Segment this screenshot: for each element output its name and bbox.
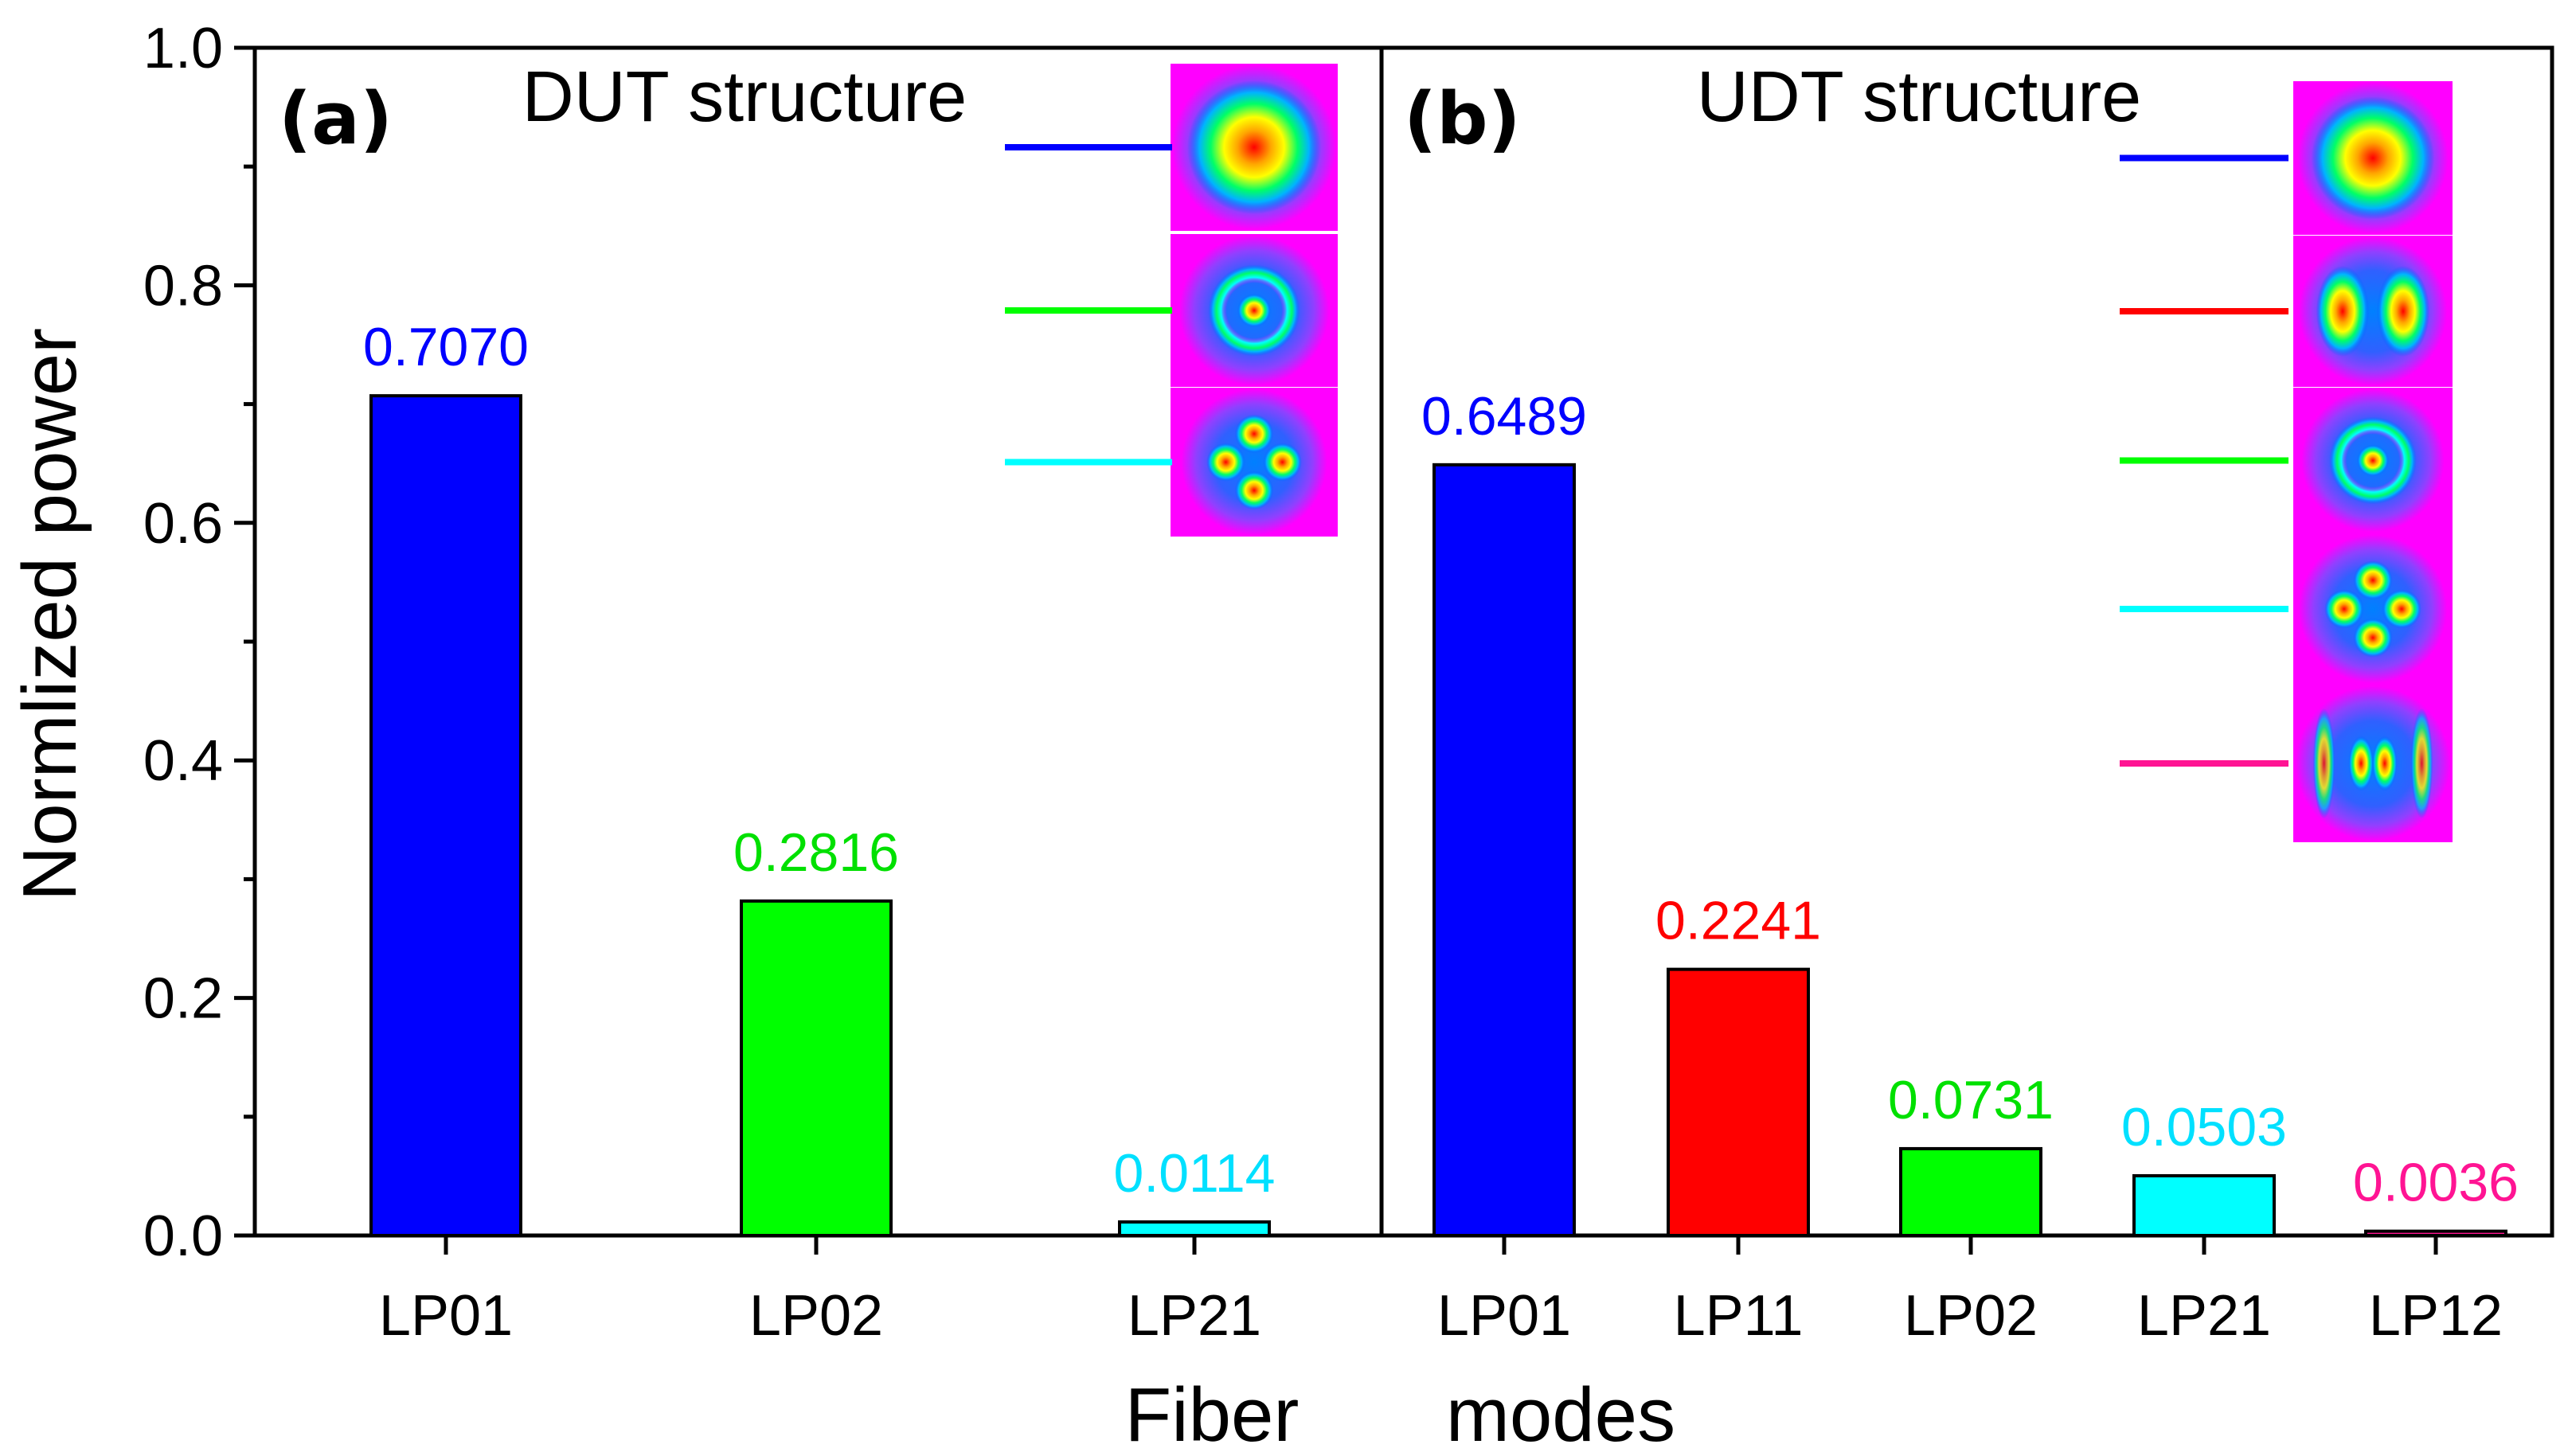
y-axis-title: Normlized power	[7, 328, 92, 901]
data-label-lp21: 0.0114	[1114, 1143, 1276, 1204]
mode-profile-lp11	[2293, 236, 2453, 387]
data-label-lp01: 0.6489	[1421, 386, 1587, 447]
plot-frame	[252, 45, 2554, 1238]
mode-profile-lp01	[1171, 64, 1338, 231]
y-tick-label: 1.0	[143, 17, 223, 80]
mode-profile-lp01	[2293, 81, 2453, 235]
data-label-lp02: 0.2816	[733, 822, 899, 883]
x-axis-title-modes: modes	[1446, 1372, 1675, 1456]
x-tick-label-lp12: LP12	[2369, 1284, 2503, 1348]
mode-profile-lp02	[2293, 388, 2453, 533]
data-label-lp01: 0.7070	[363, 317, 529, 377]
bar-lp01	[369, 394, 522, 1237]
bar-lp02	[1899, 1146, 2042, 1238]
x-tick-label-lp21: LP21	[1128, 1284, 1261, 1348]
panel-title-b: UDT structure	[1697, 57, 2141, 137]
data-label-lp12: 0.0036	[2353, 1153, 2519, 1213]
x-tick-label-lp02: LP02	[1904, 1284, 2038, 1348]
panel-letter-a: (a)	[279, 77, 393, 161]
x-tick-label-lp21: LP21	[2137, 1284, 2271, 1348]
bar-lp21	[1118, 1220, 1271, 1238]
panel-letter-b: (b)	[1404, 77, 1521, 161]
mode-profile-lp02	[1171, 234, 1338, 387]
bar-lp21	[2132, 1173, 2276, 1237]
x-tick-label-lp01: LP01	[379, 1284, 513, 1348]
mode-profile-lp21	[2293, 533, 2453, 685]
y-tick-label: 0.8	[143, 254, 223, 318]
y-tick-label: 0.6	[143, 492, 223, 556]
data-label-lp21: 0.0503	[2121, 1097, 2287, 1157]
x-axis-title-fiber: Fiber	[1125, 1372, 1300, 1456]
y-tick-label: 0.2	[143, 967, 223, 1031]
mode-profile-lp12	[2293, 685, 2453, 842]
mode-profile-lp21	[1171, 388, 1338, 537]
bar-lp12	[2364, 1229, 2507, 1237]
x-tick-label-lp01: LP01	[1437, 1284, 1571, 1348]
bar-lp02	[740, 899, 893, 1237]
x-tick-label-lp02: LP02	[749, 1284, 883, 1348]
bar-lp01	[1432, 463, 1576, 1237]
bar-lp11	[1667, 967, 1810, 1238]
panel-title-a: DUT structure	[522, 57, 967, 137]
data-label-lp02: 0.0731	[1888, 1070, 2054, 1130]
y-tick-label: 0.4	[143, 729, 223, 793]
y-tick-label: 0.0	[143, 1204, 223, 1268]
x-tick-label-lp11: LP11	[1674, 1284, 1804, 1348]
data-label-lp11: 0.2241	[1655, 891, 1821, 951]
